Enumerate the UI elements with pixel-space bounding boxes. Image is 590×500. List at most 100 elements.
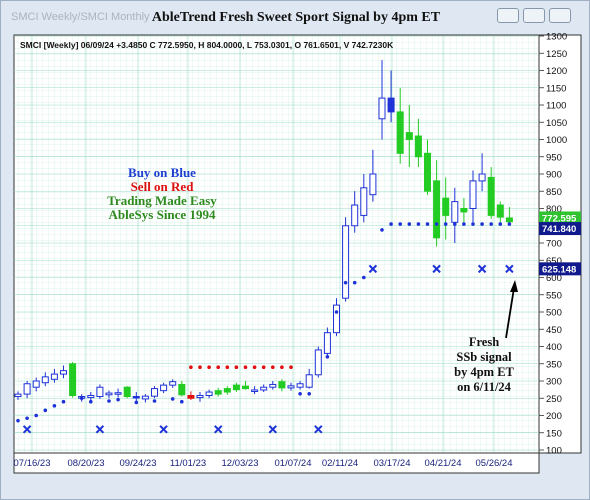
candle-body: [323, 332, 331, 354]
candle-body: [178, 383, 186, 396]
stop-dot: [170, 397, 175, 401]
candle-body: [160, 384, 168, 392]
x-tick-label: 12/03/23: [222, 458, 259, 469]
stop-dot: [261, 365, 266, 370]
x-tick-label: 11/01/23: [170, 458, 206, 469]
candle-body: [251, 389, 259, 392]
stop-dot: [471, 222, 475, 226]
stop-dot: [25, 416, 29, 421]
legend-sell-red: Sell on Red: [131, 179, 195, 194]
candle-body: [333, 304, 340, 334]
candle-body: [132, 396, 140, 399]
candle-body: [314, 349, 322, 376]
candle-body: [214, 390, 222, 395]
stop-dot: [61, 399, 66, 404]
y-tick-label: 800: [546, 204, 562, 215]
stop-dot: [298, 391, 302, 396]
stop-dot: [207, 365, 211, 370]
stop-dot: [416, 222, 421, 226]
note-line-1: Fresh: [469, 335, 499, 349]
stop-dot: [398, 222, 403, 226]
info-line: SMCI [Weekly] 06/09/24 +3.4850 C 772.595…: [20, 40, 394, 50]
y-tick-label: 1000: [546, 135, 567, 146]
candle-body: [396, 111, 404, 154]
y-tick-label: 1200: [546, 66, 567, 77]
candle-body: [232, 384, 240, 391]
x-tick-label: 08/20/23: [68, 458, 105, 469]
x-signal-mark: [432, 264, 441, 274]
candle-body: [378, 97, 386, 120]
candle-body: [360, 187, 368, 216]
stop-dot: [34, 413, 38, 418]
stop-dot: [289, 365, 293, 370]
candle-body: [278, 381, 286, 389]
stop-dot: [352, 280, 357, 285]
close-button[interactable]: [549, 8, 571, 23]
chart-tabs[interactable]: SMCI Weekly/SMCI Monthly: [11, 11, 150, 23]
plot-grid: [14, 35, 539, 453]
stop-dot: [198, 365, 202, 370]
note-arrow-head: [510, 280, 518, 292]
candle-body: [487, 176, 495, 216]
stop-dot: [453, 222, 457, 226]
candle-body: [41, 376, 49, 384]
candle-body: [342, 225, 350, 299]
legend-trading-easy: Trading Made Easy: [107, 193, 217, 208]
candle-body: [242, 385, 249, 390]
candle-body: [414, 135, 422, 158]
candle-body: [287, 385, 295, 389]
stop-dot: [180, 399, 184, 404]
y-tick-label: 550: [546, 290, 562, 301]
candle-body: [14, 393, 22, 398]
candle-body: [387, 97, 395, 113]
y-tick-label: 650: [546, 256, 562, 267]
y-tick-label: 1300: [546, 32, 567, 43]
stop-dot: [480, 222, 484, 226]
y-tick-label: 950: [546, 152, 562, 163]
y-tick-label: 1100: [546, 101, 566, 112]
note-line-2: SSb signal: [456, 350, 512, 364]
x-tick-label: 09/24/23: [120, 458, 157, 469]
y-tick-label: 1050: [546, 118, 567, 129]
x-tick-label: 07/16/23: [14, 458, 51, 469]
note-arrow-shaft: [505, 287, 515, 339]
stop-dot: [380, 228, 384, 232]
price-label-text: 625.148: [542, 264, 576, 275]
minimize-button[interactable]: [497, 8, 519, 23]
window-title: AbleTrend Fresh Sweet Sport Signal by 4p…: [151, 10, 441, 25]
stop-dot: [343, 280, 348, 285]
candle-body: [187, 394, 195, 399]
candle-body: [351, 204, 359, 227]
candle-body: [269, 383, 277, 388]
y-axis-panel: [538, 34, 582, 454]
price-label-box: [539, 222, 581, 236]
note-line-3: by 4pm ET: [454, 365, 514, 379]
stop-dot: [389, 222, 393, 226]
stop-dot: [243, 365, 248, 370]
stop-dot: [189, 365, 193, 370]
candle-body: [50, 373, 58, 380]
stop-dot: [152, 399, 157, 403]
y-tick-label: 300: [546, 377, 562, 388]
stop-dot: [362, 275, 366, 280]
stop-dot: [498, 222, 503, 226]
title-bar: SMCI Weekly/SMCI Monthly AbleTrend Fresh…: [1, 1, 589, 33]
x-signal-mark: [505, 264, 514, 274]
y-tick-label: 850: [546, 187, 562, 198]
candle-body: [460, 208, 468, 213]
stop-dot: [216, 365, 220, 370]
x-signal-mark: [213, 425, 223, 434]
stop-dot: [271, 365, 275, 370]
stop-dot: [434, 222, 439, 226]
candle-body: [223, 388, 231, 393]
price-label-box: [539, 262, 581, 276]
maximize-button[interactable]: [523, 8, 545, 23]
y-tick-label: 700: [546, 239, 562, 250]
candle-body: [478, 173, 486, 182]
candle-body: [169, 381, 177, 386]
y-tick-label: 1250: [546, 49, 567, 60]
candle-body: [369, 173, 377, 196]
candle-body: [123, 386, 131, 398]
y-tick-label: 900: [546, 170, 562, 181]
